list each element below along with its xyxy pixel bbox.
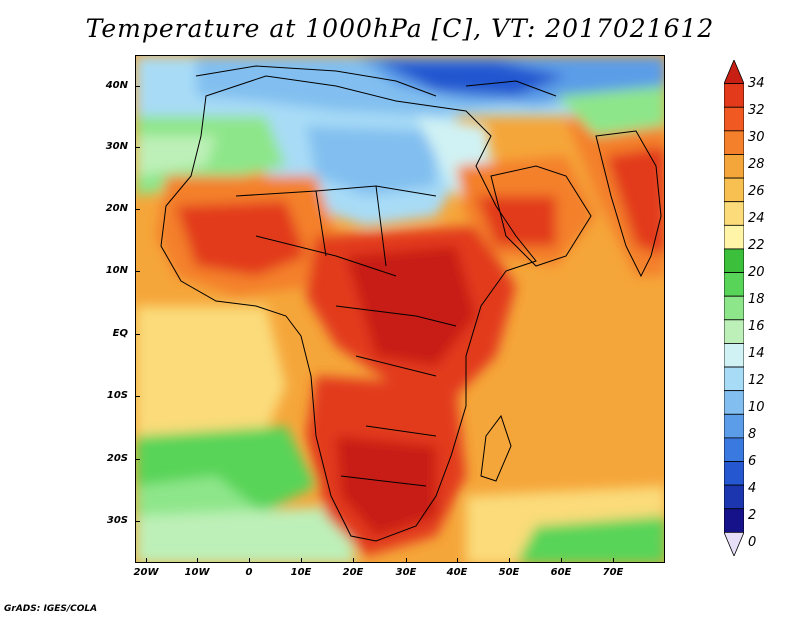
colorbar-label: 12 (748, 373, 765, 388)
colorbar-label: 0 (748, 535, 757, 550)
colorbar-box (724, 106, 744, 132)
lon-label: 40E (446, 567, 468, 578)
lon-tick (146, 558, 147, 563)
colorbar-label: 8 (748, 427, 757, 442)
colorbar-top-arrow (724, 60, 744, 85)
lon-tick (509, 558, 510, 563)
lat-tick (135, 86, 140, 87)
lat-tick (135, 209, 140, 210)
lat-tick (135, 147, 140, 148)
lon-label: 30E (395, 567, 417, 578)
lon-tick (353, 558, 354, 563)
lat-tick (135, 271, 140, 272)
lon-label: 60E (550, 567, 572, 578)
colorbar-box (724, 508, 744, 533)
lat-label: 20N (105, 203, 128, 214)
colorbar (724, 60, 744, 556)
lon-tick (406, 558, 407, 563)
lon-tick (457, 558, 458, 563)
temperature-map (136, 56, 664, 562)
lon-label: 0 (245, 567, 253, 578)
lat-label: EQ (112, 328, 128, 339)
lat-label: 10N (105, 265, 128, 276)
colorbar-label: 16 (748, 319, 765, 334)
colorbar-label: 18 (748, 292, 765, 307)
lon-tick (561, 558, 562, 563)
lon-tick (613, 558, 614, 563)
lon-tick (197, 558, 198, 563)
colorbar-label: 10 (748, 400, 765, 415)
map-title: Temperature at 1000hPa [C], VT: 20170216… (85, 14, 715, 43)
colorbar-label: 14 (748, 346, 765, 361)
colorbar-box (724, 224, 744, 250)
colorbar-box (724, 83, 744, 108)
colorbar-label: 4 (748, 481, 757, 496)
colorbar-label: 32 (748, 103, 765, 118)
lon-label: 20E (342, 567, 364, 578)
lat-tick (135, 396, 140, 397)
colorbar-box (724, 461, 744, 486)
colorbar-box (724, 177, 744, 203)
colorbar-box (724, 248, 744, 273)
colorbar-box (724, 484, 744, 510)
colorbar-box (724, 295, 744, 321)
lat-tick (135, 459, 140, 460)
lon-label: 10E (290, 567, 312, 578)
colorbar-box (724, 413, 744, 439)
colorbar-box (724, 201, 744, 226)
map-plot (135, 55, 665, 563)
lat-label: 30N (105, 141, 128, 152)
lon-tick (249, 558, 250, 563)
colorbar-box (724, 366, 744, 392)
colorbar-box (724, 343, 744, 368)
lon-label: 10W (184, 567, 210, 578)
colorbar-label: 34 (748, 76, 765, 91)
colorbar-label: 22 (748, 238, 765, 253)
colorbar-label: 2 (748, 508, 757, 523)
lat-label: 30S (106, 515, 128, 526)
colorbar-label: 28 (748, 157, 765, 172)
colorbar-label: 26 (748, 184, 765, 199)
lon-tick (301, 558, 302, 563)
colorbar-box (724, 130, 744, 155)
colorbar-label: 20 (748, 265, 765, 280)
grads-credit: GrADS: IGES/COLA (4, 604, 98, 614)
colorbar-label: 30 (748, 130, 765, 145)
colorbar-box (724, 319, 744, 344)
lat-tick (135, 521, 140, 522)
lon-label: 50E (498, 567, 520, 578)
lat-tick (135, 334, 140, 335)
colorbar-box (724, 437, 744, 462)
colorbar-box (724, 390, 744, 415)
lon-label: 70E (602, 567, 624, 578)
colorbar-box (724, 272, 744, 297)
lat-label: 20S (106, 453, 128, 464)
lat-label: 10S (106, 390, 128, 401)
lon-label: 20W (133, 567, 159, 578)
lat-label: 40N (105, 80, 128, 91)
colorbar-label: 24 (748, 211, 765, 226)
colorbar-box (724, 154, 744, 179)
colorbar-label: 6 (748, 454, 757, 469)
colorbar-bottom-arrow (724, 531, 744, 556)
